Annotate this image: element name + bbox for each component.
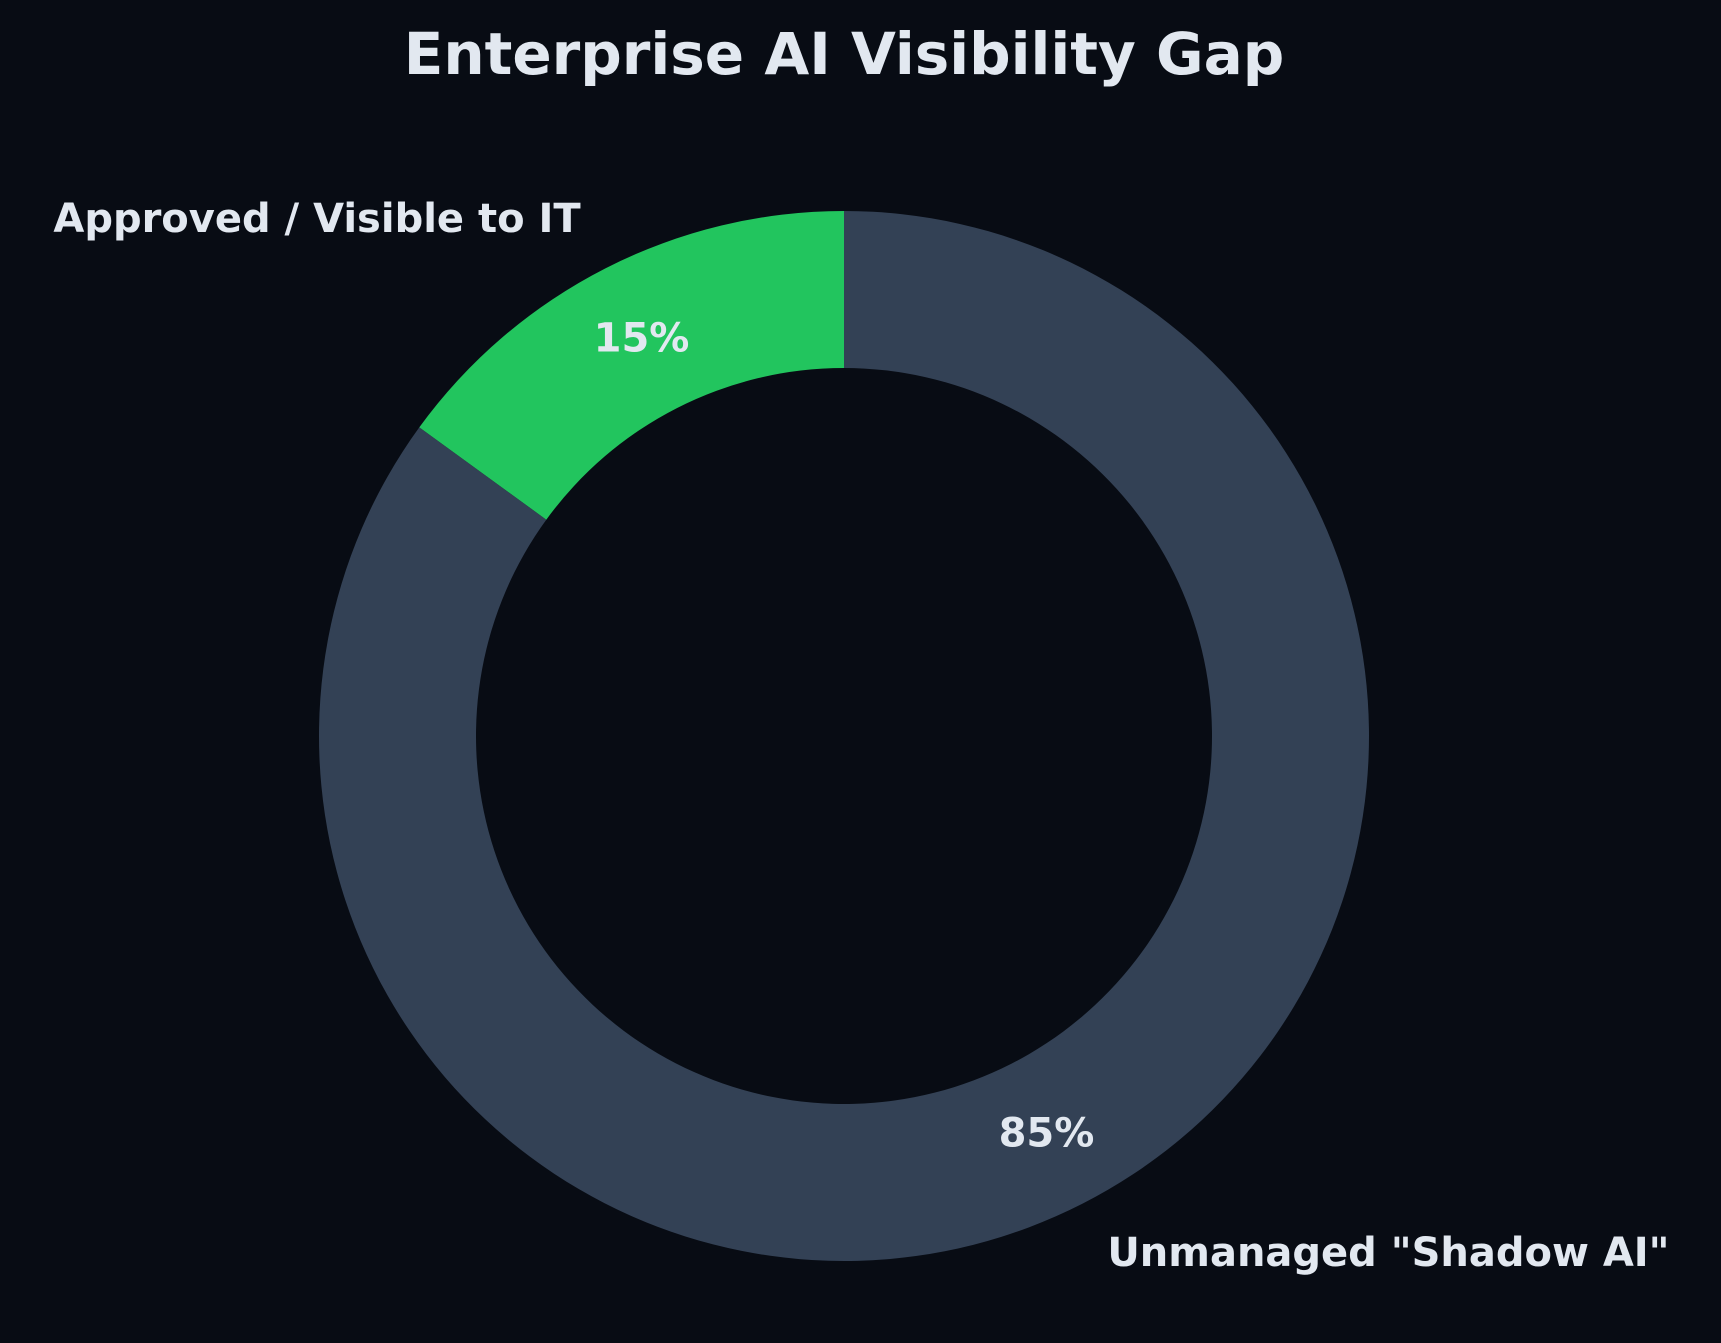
slice-category-label-1: Unmanaged "Shadow AI" (1107, 1230, 1669, 1276)
chart-title: Enterprise AI Visibility Gap (404, 20, 1285, 88)
slice-value-label-0: 15% (594, 316, 690, 362)
slice-category-label-0: Approved / Visible to IT (53, 196, 581, 242)
donut-slice-1 (319, 211, 1370, 1262)
donut-slice-0 (419, 211, 844, 520)
slice-value-label-1: 85% (999, 1110, 1095, 1156)
donut-slices (319, 211, 1370, 1262)
slice-labels: 15% Approved / Visible to IT 85% Unmanaged … (53, 196, 1669, 1276)
